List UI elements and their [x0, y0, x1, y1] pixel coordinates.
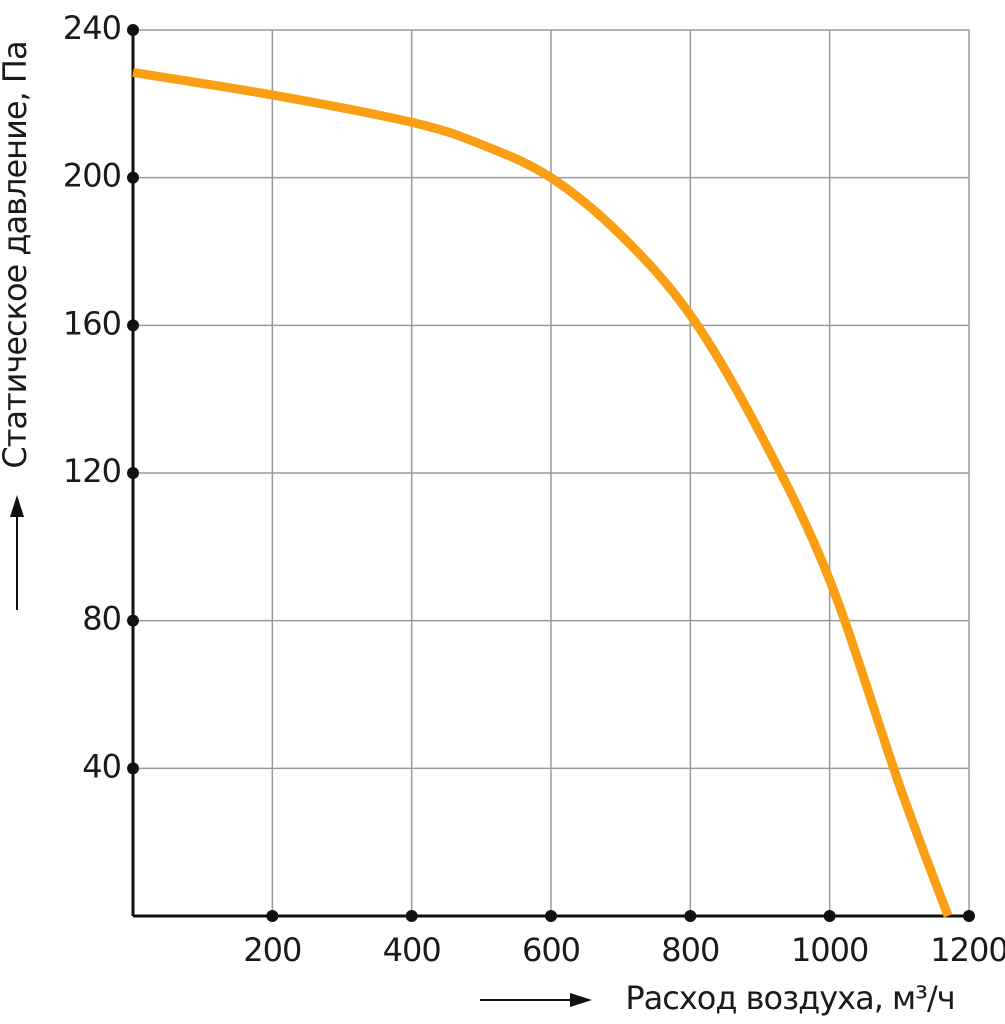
- x-tick-label: 800: [661, 931, 719, 969]
- x-tick-mark: [684, 910, 697, 922]
- y-tick-mark: [127, 467, 139, 479]
- y-arrow: [10, 495, 24, 610]
- x-tick-mark: [823, 910, 836, 922]
- y-axis-label: Статическое давление, Па: [0, 41, 34, 468]
- x-tick-label: 1000: [791, 931, 868, 969]
- y-tick-mark: [127, 171, 139, 184]
- x-arrow: [480, 993, 592, 1007]
- x-tick-mark: [405, 910, 418, 922]
- y-tick-label: 240: [63, 9, 121, 47]
- y-tick-mark: [127, 24, 139, 36]
- curve: [132, 68, 953, 918]
- x-tick-mark: [266, 910, 279, 922]
- x-tick-mark: [545, 910, 557, 922]
- y-tick-label: 120: [63, 452, 121, 490]
- x-axis-label: Расход воздуха, м³/ч: [625, 979, 954, 1017]
- y-tick-mark: [127, 319, 139, 332]
- y-tick-mark: [127, 614, 139, 627]
- y-tick-label: 80: [82, 600, 121, 638]
- y-tick-label: 40: [82, 747, 121, 785]
- x-tick-label: 200: [243, 931, 301, 969]
- y-tick-label: 160: [63, 304, 121, 342]
- x-tick-label: 600: [522, 931, 580, 969]
- x-tick-label: 1200: [930, 931, 1005, 969]
- x-tick-label: 400: [383, 931, 441, 969]
- y-tick-label: 200: [63, 157, 121, 195]
- y-tick-mark: [127, 762, 139, 775]
- x-tick-mark: [963, 910, 975, 922]
